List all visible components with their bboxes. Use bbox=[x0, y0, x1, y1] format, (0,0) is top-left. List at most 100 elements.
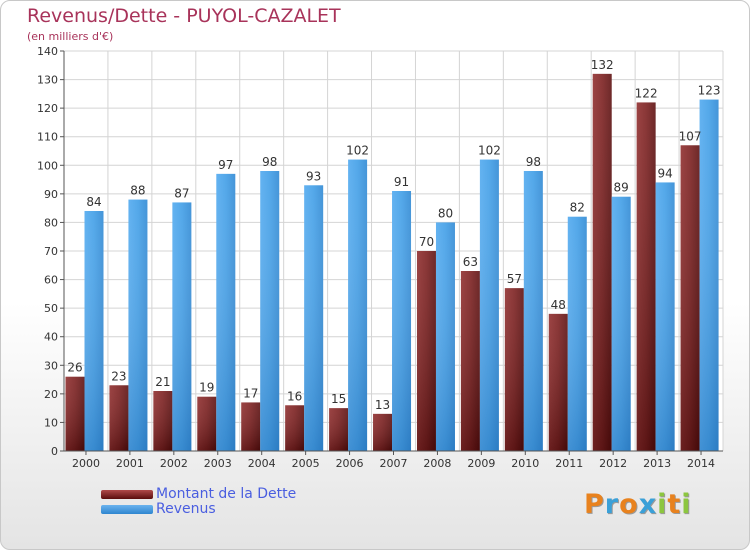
data-label-dette: 16 bbox=[287, 389, 302, 403]
chart-subtitle: (en milliers d'€) bbox=[27, 30, 114, 43]
x-tick-label: 2009 bbox=[467, 457, 495, 470]
bar-dette-shade bbox=[416, 251, 436, 451]
data-label-revenus: 82 bbox=[570, 201, 585, 215]
data-label-dette: 122 bbox=[635, 86, 658, 100]
bar-revenus-shade bbox=[216, 173, 236, 451]
data-label-revenus: 102 bbox=[346, 144, 369, 158]
x-tick-label: 2003 bbox=[204, 457, 232, 470]
x-tick-label: 2007 bbox=[380, 457, 408, 470]
logo-letter: r bbox=[604, 489, 620, 520]
data-label-dette: 26 bbox=[67, 361, 82, 375]
data-label-revenus: 94 bbox=[657, 166, 672, 180]
data-label-revenus: 91 bbox=[394, 175, 409, 189]
y-tick-label: 130 bbox=[37, 74, 58, 87]
bar-revenus-shade bbox=[435, 222, 455, 451]
data-label-dette: 70 bbox=[419, 235, 434, 249]
logo-letter: o bbox=[619, 489, 639, 520]
data-label-dette: 15 bbox=[331, 392, 346, 406]
bar-dette-shade bbox=[153, 391, 173, 451]
x-tick-label: 2001 bbox=[116, 457, 144, 470]
y-tick-label: 0 bbox=[51, 445, 58, 458]
bar-revenus-shade bbox=[567, 216, 587, 451]
proxiti-logo: Proxiti bbox=[584, 489, 692, 520]
legend-swatch-dette bbox=[101, 490, 153, 499]
x-tick-label: 2010 bbox=[511, 457, 539, 470]
bar-revenus-shade bbox=[611, 196, 631, 451]
data-label-revenus: 123 bbox=[698, 84, 721, 98]
data-label-revenus: 97 bbox=[218, 158, 233, 172]
bar-dette-shade bbox=[460, 271, 480, 451]
data-label-dette: 13 bbox=[375, 398, 390, 412]
y-tick-label: 100 bbox=[37, 159, 58, 172]
y-tick-label: 20 bbox=[44, 388, 58, 401]
legend-label-dette: Montant de la Dette bbox=[156, 486, 297, 502]
data-label-dette: 57 bbox=[507, 272, 522, 286]
y-tick-label: 90 bbox=[44, 188, 58, 201]
bar-revenus-shade bbox=[523, 171, 543, 451]
data-label-revenus: 98 bbox=[526, 155, 541, 169]
data-label-dette: 17 bbox=[243, 386, 258, 400]
data-label-dette: 21 bbox=[155, 375, 170, 389]
x-tick-label: 2005 bbox=[292, 457, 320, 470]
bar-revenus-shade bbox=[128, 199, 148, 451]
bar-revenus-shade bbox=[348, 159, 368, 452]
y-tick-label: 120 bbox=[37, 102, 58, 115]
logo-letter: x bbox=[638, 489, 658, 520]
data-label-revenus: 98 bbox=[262, 155, 277, 169]
data-label-dette: 132 bbox=[591, 58, 614, 72]
data-label-revenus: 84 bbox=[86, 195, 101, 209]
data-label-revenus: 87 bbox=[174, 186, 189, 200]
y-tick-label: 50 bbox=[44, 302, 58, 315]
bar-dette-shade bbox=[109, 385, 129, 451]
bar-dette-shade bbox=[592, 73, 612, 451]
bar-dette-shade bbox=[285, 405, 305, 451]
x-tick-label: 2011 bbox=[555, 457, 583, 470]
data-label-revenus: 93 bbox=[306, 169, 321, 183]
legend-swatch-revenus bbox=[101, 505, 153, 514]
bar-revenus-shade bbox=[699, 99, 719, 452]
x-tick-label: 2008 bbox=[423, 457, 451, 470]
chart-title: Revenus/Dette - PUYOL-CAZALET bbox=[27, 5, 341, 27]
bar-dette-shade bbox=[197, 396, 217, 451]
data-label-revenus: 80 bbox=[438, 206, 453, 220]
bar-dette-shade bbox=[373, 413, 393, 451]
bar-revenus-shade bbox=[260, 171, 280, 451]
y-tick-label: 30 bbox=[44, 359, 58, 372]
bar-revenus-shade bbox=[479, 159, 499, 452]
bar-revenus-shade bbox=[304, 185, 324, 452]
bar-revenus-shade bbox=[84, 211, 104, 451]
data-label-revenus: 88 bbox=[130, 184, 145, 198]
x-tick-label: 2014 bbox=[687, 457, 715, 470]
y-tick-label: 140 bbox=[37, 45, 58, 58]
bar-revenus-shade bbox=[655, 182, 675, 451]
x-tick-label: 2012 bbox=[599, 457, 627, 470]
bar-revenus-shade bbox=[172, 202, 192, 451]
bar-dette-shade bbox=[329, 408, 349, 451]
bar-dette-shade bbox=[241, 402, 261, 451]
bar-dette-shade bbox=[636, 102, 656, 451]
y-tick-label: 80 bbox=[44, 216, 58, 229]
data-label-dette: 23 bbox=[111, 369, 126, 383]
bar-dette-shade bbox=[680, 145, 700, 452]
y-tick-label: 10 bbox=[44, 416, 58, 429]
x-tick-label: 2002 bbox=[160, 457, 188, 470]
y-tick-label: 70 bbox=[44, 245, 58, 258]
data-label-dette: 107 bbox=[679, 129, 702, 143]
bar-dette-shade bbox=[504, 288, 524, 451]
legend-label-revenus: Revenus bbox=[156, 501, 216, 517]
logo-letter: i bbox=[681, 489, 692, 520]
y-tick-label: 60 bbox=[44, 274, 58, 287]
bar-dette-shade bbox=[65, 376, 85, 451]
y-tick-label: 110 bbox=[37, 131, 58, 144]
logo-letter: P bbox=[584, 489, 605, 520]
data-label-dette: 19 bbox=[199, 381, 214, 395]
x-tick-label: 2004 bbox=[248, 457, 276, 470]
data-label-dette: 48 bbox=[551, 298, 566, 312]
logo-letter: t bbox=[667, 489, 682, 520]
x-tick-label: 2000 bbox=[72, 457, 100, 470]
y-tick-label: 40 bbox=[44, 331, 58, 344]
data-label-dette: 63 bbox=[463, 255, 478, 269]
bar-revenus-shade bbox=[392, 191, 412, 451]
